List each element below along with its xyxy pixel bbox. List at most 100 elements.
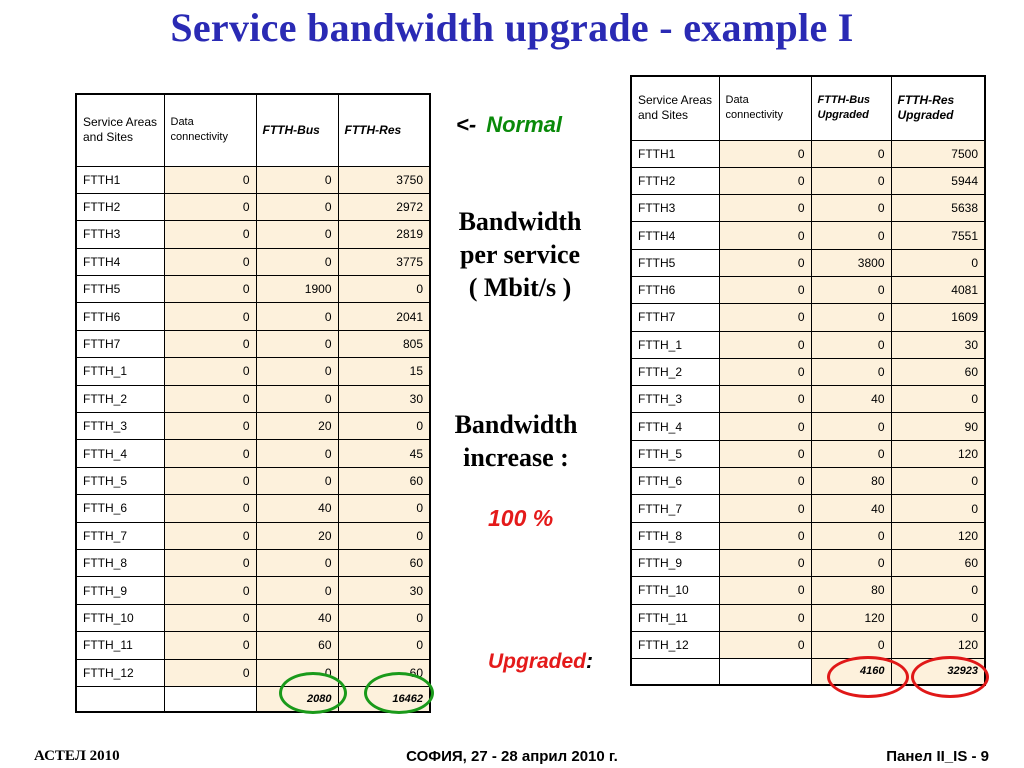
- value-cell: 0: [810, 139, 892, 168]
- value-cell: 0: [163, 329, 257, 359]
- value-cell: 805: [337, 329, 431, 359]
- site-name-cell: FTTH5: [630, 248, 720, 277]
- value-cell: 0: [810, 412, 892, 441]
- increase-percent: 100 %: [488, 505, 554, 531]
- table-row: FTTH_9 0 0 60: [630, 548, 986, 578]
- upgraded-bandwidth-table: Service Areas and Sites Data connectivit…: [630, 75, 986, 686]
- site-name-cell: FTTH1: [630, 139, 720, 168]
- value-cell: 0: [163, 192, 257, 222]
- table-header-row: Service Areas and Sites Data connectivit…: [630, 75, 986, 141]
- table-row: FTTH_12 0 0 120: [630, 630, 986, 660]
- site-name-cell: FTTH2: [630, 166, 720, 196]
- value-cell: 0: [718, 221, 812, 250]
- table-row: FTTH_4 0 0 45: [75, 439, 431, 468]
- col-header-ftth-bus: FTTH-Bus: [255, 93, 339, 167]
- value-cell: 3750: [337, 165, 431, 194]
- table-row: FTTH1 0 0 3750: [75, 165, 431, 194]
- value-cell: 0: [810, 303, 892, 332]
- value-cell: 20: [255, 521, 339, 550]
- value-cell: 0: [163, 439, 257, 468]
- upgraded-word: Upgraded: [488, 650, 587, 673]
- label-line: Bandwidth: [454, 410, 578, 439]
- value-cell: 1900: [255, 275, 339, 304]
- value-cell: 80: [810, 576, 892, 605]
- table-row: FTTH_7 0 40 0: [630, 494, 986, 523]
- site-name-cell: FTTH_1: [630, 330, 720, 359]
- site-name-cell: FTTH3: [630, 194, 720, 223]
- value-cell: 45: [337, 439, 431, 468]
- table-row: FTTH7 0 0 805: [75, 329, 431, 359]
- value-cell: 0: [337, 275, 431, 304]
- value-cell: 0: [718, 412, 812, 441]
- value-cell: 0: [163, 466, 257, 496]
- value-cell: 5638: [890, 194, 986, 223]
- site-name-cell: FTTH_5: [75, 466, 165, 496]
- value-cell: 2041: [337, 302, 431, 331]
- col-header-service-areas: Service Areas and Sites: [630, 75, 720, 141]
- table-row: FTTH_7 0 20 0: [75, 521, 431, 550]
- site-name-cell: FTTH_3: [630, 385, 720, 414]
- value-cell: 80: [810, 467, 892, 496]
- site-name-cell: FTTH4: [630, 221, 720, 250]
- total-highlight-circle: [364, 672, 434, 714]
- normal-bandwidth-table: Service Areas and Sites Data connectivit…: [75, 93, 431, 714]
- site-name-cell: FTTH_9: [630, 548, 720, 578]
- site-name-cell: FTTH6: [75, 302, 165, 331]
- site-name-cell: FTTH7: [630, 303, 720, 332]
- value-cell: 0: [337, 412, 431, 441]
- value-cell: 5944: [890, 166, 986, 196]
- table-row: FTTH_2 0 0 60: [630, 357, 986, 387]
- value-cell: 0: [718, 194, 812, 223]
- bandwidth-per-service-label: Bandwidth per service ( Mbit/s ): [450, 205, 590, 304]
- table-body: FTTH1 0 0 7500 FTTH2 0 0 5944 FTTH3 0 0 5638 FTTH4 0 0…: [630, 139, 986, 686]
- table-row: FTTH_3 0 40 0: [630, 385, 986, 414]
- slide-title: Service bandwidth upgrade - example I: [170, 5, 854, 50]
- value-cell: 3775: [337, 247, 431, 277]
- value-cell: 0: [163, 275, 257, 304]
- site-name-cell: FTTH_12: [75, 658, 165, 687]
- value-cell: 0: [718, 275, 812, 305]
- value-cell: 0: [163, 494, 257, 523]
- value-cell: 0: [810, 221, 892, 250]
- value-cell: 30: [337, 576, 431, 605]
- table-row: FTTH4 0 0 7551: [630, 221, 986, 250]
- value-cell: 0: [890, 467, 986, 496]
- blank-cell: [630, 658, 720, 686]
- value-cell: 0: [255, 384, 339, 414]
- value-cell: 0: [255, 329, 339, 359]
- table-row: FTTH_8 0 0 60: [75, 548, 431, 578]
- col-header-ftth-res-upgraded: FTTH-Res Upgraded: [890, 75, 986, 141]
- value-cell: 0: [718, 385, 812, 414]
- blank-cell: [718, 658, 812, 686]
- value-cell: 0: [718, 548, 812, 578]
- value-cell: 7551: [890, 221, 986, 250]
- table-row: FTTH_1 0 0 30: [630, 330, 986, 359]
- value-cell: 40: [810, 385, 892, 414]
- total-highlight-circle: [279, 672, 347, 714]
- value-cell: 60: [890, 357, 986, 387]
- value-cell: 0: [163, 165, 257, 194]
- site-name-cell: FTTH_12: [630, 630, 720, 660]
- blank-cell: [163, 685, 257, 713]
- table-row: FTTH_8 0 0 120: [630, 521, 986, 550]
- normal-label: <- Normal: [456, 112, 562, 138]
- table-row: FTTH_5 0 0 60: [75, 466, 431, 496]
- value-cell: 0: [163, 521, 257, 550]
- value-cell: 0: [255, 220, 339, 249]
- footer-page-number: Панел II_IS - 9: [886, 748, 989, 765]
- value-cell: 40: [255, 603, 339, 633]
- value-cell: 120: [890, 521, 986, 550]
- value-cell: 0: [163, 548, 257, 578]
- value-cell: 0: [337, 603, 431, 633]
- footer-organization: АСТЕЛ 2010: [34, 748, 120, 764]
- value-cell: 30: [890, 330, 986, 359]
- value-cell: 3800: [810, 248, 892, 277]
- site-name-cell: FTTH7: [75, 329, 165, 359]
- site-name-cell: FTTH3: [75, 220, 165, 249]
- table-row: FTTH4 0 0 3775: [75, 247, 431, 277]
- value-cell: 0: [718, 357, 812, 387]
- value-cell: 60: [337, 466, 431, 496]
- site-name-cell: FTTH6: [630, 275, 720, 305]
- value-cell: 0: [163, 658, 257, 687]
- value-cell: 0: [163, 357, 257, 386]
